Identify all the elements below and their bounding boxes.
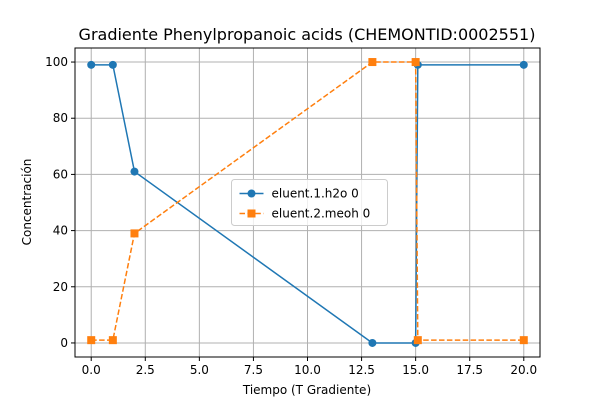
y-tick-label: 100 [45, 55, 68, 69]
data-point [519, 336, 528, 345]
y-axis-label: Concentración [20, 159, 34, 246]
data-point [368, 338, 377, 347]
series-2 [87, 58, 528, 345]
data-point [108, 60, 117, 69]
x-tick-label: 7.5 [244, 363, 263, 377]
x-tick-label: 20.0 [510, 363, 537, 377]
x-tick-label: 15.0 [402, 363, 429, 377]
data-point [413, 336, 422, 345]
legend-label: eluent.2.meoh 0 [272, 207, 371, 221]
data-point [130, 167, 139, 176]
y-tick-label: 0 [60, 336, 68, 350]
data-point [368, 58, 377, 67]
legend-marker [247, 189, 256, 198]
legend-item: eluent.1.h2o 0 [239, 187, 359, 201]
data-point [411, 58, 420, 67]
series-layer [87, 58, 528, 347]
x-tick-label: 5.0 [190, 363, 209, 377]
legend-box [231, 179, 388, 226]
chart-title: Gradiente Phenylpropanoic acids (CHEMONT… [79, 25, 536, 44]
x-axis-label: Tiempo (T Gradiente) [242, 383, 371, 397]
ticks: 0.0 2.5 5.0 7.5 10.0 12.5 15.0 17.5 20.0 0 20 40 60 8… [45, 55, 537, 377]
x-tick-label: 0.0 [82, 363, 101, 377]
legend-marker [247, 209, 256, 218]
y-tick-label: 40 [53, 224, 68, 238]
y-tick-label: 80 [53, 111, 68, 125]
x-tick-label: 2.5 [136, 363, 155, 377]
x-tick-label: 10.0 [294, 363, 321, 377]
data-point [108, 336, 117, 345]
data-point [130, 229, 139, 238]
x-tick-label: 12.5 [348, 363, 375, 377]
data-point [87, 60, 96, 69]
legend-item: eluent.2.meoh 0 [239, 207, 371, 221]
data-point [519, 60, 528, 69]
y-tick-label: 60 [53, 167, 68, 181]
x-tick-label: 17.5 [456, 363, 483, 377]
grid [75, 48, 540, 357]
data-point [87, 336, 96, 345]
legend-label: eluent.1.h2o 0 [272, 187, 359, 201]
legend: eluent.1.h2o 0 eluent.2.meoh 0 [231, 179, 388, 226]
y-tick-label: 20 [53, 280, 68, 294]
